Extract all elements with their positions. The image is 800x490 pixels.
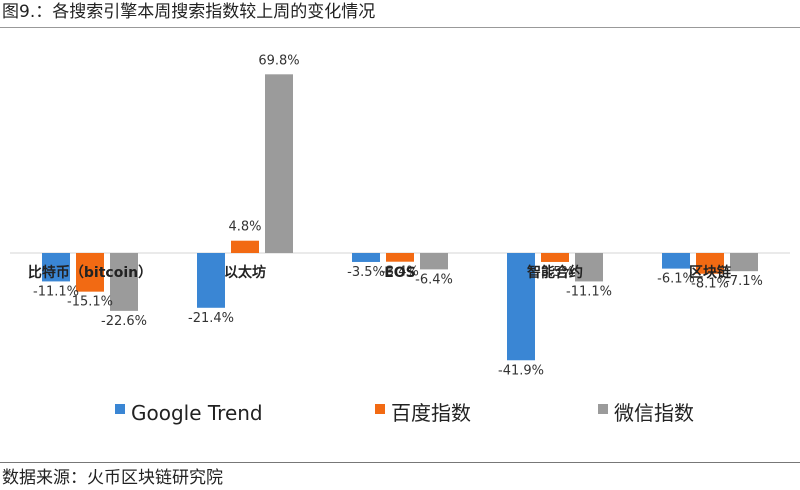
page-title: 图9.：各搜索引擎本周搜索指数较上周的变化情况 [2,2,376,22]
legend-swatch [598,404,608,414]
bars-layer [10,74,790,361]
legend-swatch [375,404,385,414]
legend-label: 百度指数 [391,401,471,425]
bar [696,253,724,274]
bar [386,253,414,262]
bar [42,253,70,282]
category-labels-layer: 比特币（bitcoin） 以太坊 EOS 智能合约 区块链 [28,264,732,281]
bar [420,253,448,270]
data-label: -6.4% [415,272,453,287]
legend-swatch [115,404,125,414]
bar [352,253,380,262]
bar [575,253,603,282]
source-note: 数据来源：火币区块链研究院 [2,468,223,488]
bar [76,253,104,292]
category-label: 以太坊 [224,264,266,281]
data-label: -3.4% [381,265,419,280]
data-label: -22.6% [101,314,147,329]
data-label: -15.1% [67,295,113,310]
data-label: -6.1% [657,272,695,287]
data-label: -11.1% [33,284,79,299]
category-label: EOS [384,265,416,281]
bar [541,253,569,262]
category-label: 智能合约 [526,264,583,281]
data-label: -7.1% [725,274,763,289]
category-label: 区块链 [689,264,732,281]
title-divider [0,27,800,28]
data-label: -21.4% [188,311,234,326]
legend-label: Google Trend [131,401,263,425]
data-label: -41.9% [498,363,544,378]
category-label: 比特币（bitcoin） [28,264,152,281]
legend: Google Trend 百度指数 微信指数 [115,401,694,425]
data-label: -11.1% [566,284,612,299]
data-label: -3.5% [347,265,385,280]
bar [730,253,758,272]
legend-label: 微信指数 [614,401,694,425]
footer-divider [0,462,800,463]
bar [662,253,690,269]
bar [110,253,138,311]
bar [265,74,293,253]
data-label: -3.5% [536,265,574,280]
data-labels-layer: -11.1% -21.4% -3.5% -41.9% -6.1% -15.1% 4.8% -3… [33,53,763,378]
bar [197,253,225,308]
data-label: -8.1% [691,277,729,292]
bar [507,253,535,361]
bar-chart: -11.1% -21.4% -3.5% -41.9% -6.1% -15.1% 4.8% -3… [10,53,790,425]
bar [231,240,259,253]
data-label: 69.8% [258,53,299,68]
data-label: 4.8% [228,220,261,235]
